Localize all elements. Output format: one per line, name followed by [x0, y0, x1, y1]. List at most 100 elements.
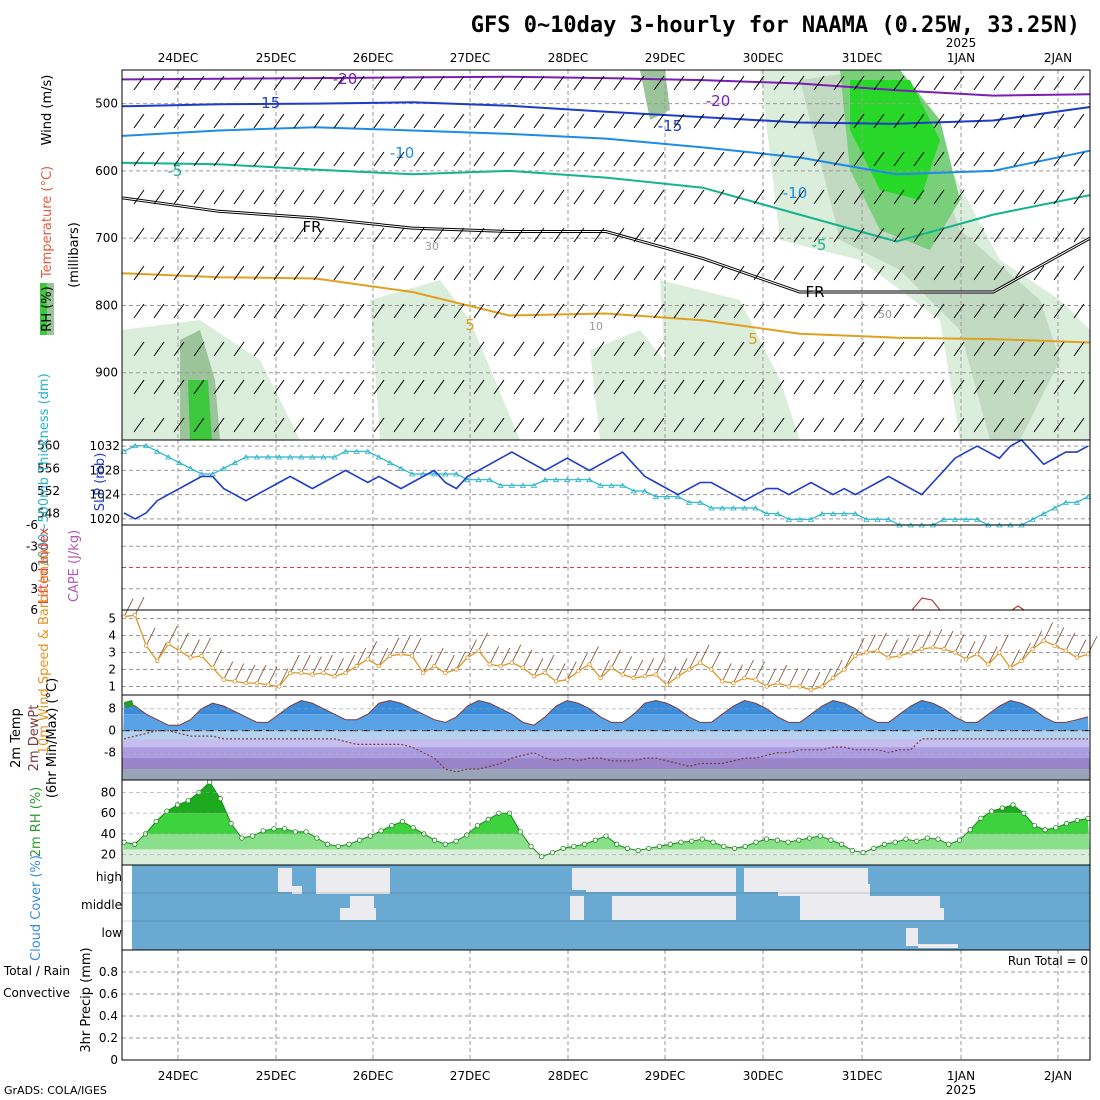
thickness-marker [874, 516, 881, 522]
contour-label: FR [302, 218, 321, 236]
wind-barb [793, 417, 805, 433]
wind-speed-marker [243, 680, 249, 686]
date-label-bottom: 28DEC [548, 1069, 588, 1083]
wind-barb [213, 379, 225, 395]
date-label-top: 26DEC [353, 51, 393, 65]
thickness-marker [863, 516, 870, 522]
wind-barb [213, 303, 225, 319]
wind-speed-marker [1074, 655, 1080, 660]
surface-wind-barb [223, 661, 234, 680]
surface-wind-barb [821, 668, 832, 687]
wind-barb [753, 151, 765, 167]
wind-barb [793, 227, 805, 243]
wind-barb [693, 227, 705, 243]
wind-axis-label: Wind (m/s) [40, 75, 55, 146]
wind-barb [993, 189, 1005, 205]
wind-barb [373, 75, 385, 91]
wind-barb [913, 189, 925, 205]
rh-marker [1042, 827, 1048, 833]
surface-wind-barb [899, 637, 909, 657]
thickness-marker [120, 448, 128, 454]
panel-frame [121, 949, 1091, 1061]
wind-barb [1053, 151, 1065, 167]
wind-barb [793, 379, 805, 395]
wind-barb [1073, 265, 1085, 281]
thickness-marker [752, 505, 759, 511]
wind-barb [773, 341, 785, 357]
rh-tick-label: 20 [101, 848, 116, 862]
wind-barb [973, 75, 985, 91]
wind-barb [273, 189, 285, 205]
surface-wind-barb [433, 647, 444, 667]
thickness-marker [951, 516, 959, 522]
rh-marker [549, 849, 556, 856]
surface-wind-barb [755, 661, 765, 680]
cloud-patch [340, 908, 376, 920]
wind-barb [293, 341, 305, 357]
surface-wind-barb [212, 649, 223, 668]
wind-barb [373, 151, 385, 167]
wind-barb [613, 341, 625, 357]
wind-speed-marker [908, 650, 913, 655]
wind-speed-marker [509, 660, 515, 665]
wind-barb [153, 417, 165, 433]
wind-barb [713, 227, 725, 243]
surface-wind-barb [788, 668, 799, 687]
temp-below-zero [122, 730, 1090, 780]
wind-barb [1073, 303, 1085, 319]
surface-wind-barb [411, 637, 422, 657]
run-total: Run Total = 0 [1008, 954, 1088, 968]
wind-barb [553, 379, 565, 395]
surface-wind-barb [201, 637, 211, 657]
thickness-marker [508, 482, 516, 488]
rh-marker [903, 836, 909, 842]
wind-speed-marker [210, 665, 215, 670]
rh-marker [592, 837, 598, 843]
wind-barb [1013, 341, 1025, 357]
wind-speed-marker [875, 648, 880, 653]
thickness-marker [1073, 499, 1081, 505]
wind-barb [233, 417, 245, 433]
wind-barb [733, 379, 745, 395]
thickness-marker [575, 476, 582, 483]
wind-barb [593, 341, 605, 357]
wind-barb [193, 75, 205, 91]
wind-speed-line [123, 614, 1089, 691]
wind-barb [853, 265, 865, 281]
wind-speed-marker [897, 653, 902, 659]
wind-speed-marker [1052, 643, 1057, 648]
thickness-marker [242, 454, 250, 460]
pressure-tick-label: 500 [95, 97, 118, 111]
wind-speed-marker [166, 641, 171, 647]
wind-barb [553, 417, 565, 433]
surface-wind-barb [1054, 627, 1065, 646]
thickness-marker [1040, 510, 1047, 517]
wind-barb [593, 189, 605, 205]
wind-barb [333, 417, 345, 433]
rh-marker [389, 823, 395, 829]
thickness-marker [586, 476, 593, 483]
wind-barb [1013, 417, 1025, 433]
rh-marker [399, 818, 406, 825]
thickness-marker [142, 442, 150, 449]
wind-barb [453, 151, 465, 167]
wind-barb [813, 75, 825, 91]
surface-wind-barb [1065, 632, 1076, 651]
wind-barb [773, 303, 785, 319]
wind-barb [473, 189, 485, 205]
wind-barb [653, 341, 665, 357]
thickness-marker [320, 454, 327, 460]
wind-barb [573, 265, 585, 281]
wind-barb [353, 303, 365, 319]
thickness-marker [785, 516, 793, 522]
wind-barb [953, 303, 965, 319]
wind-barb [353, 75, 365, 91]
wind-barb [373, 417, 385, 433]
wind-speed-marker [343, 670, 348, 676]
wind-barb [533, 417, 545, 433]
wind-barb [693, 75, 705, 91]
rh-marker [453, 838, 459, 844]
wind-barb [413, 227, 425, 243]
wind-barb [573, 379, 585, 395]
surface-wind-barb [444, 654, 455, 674]
